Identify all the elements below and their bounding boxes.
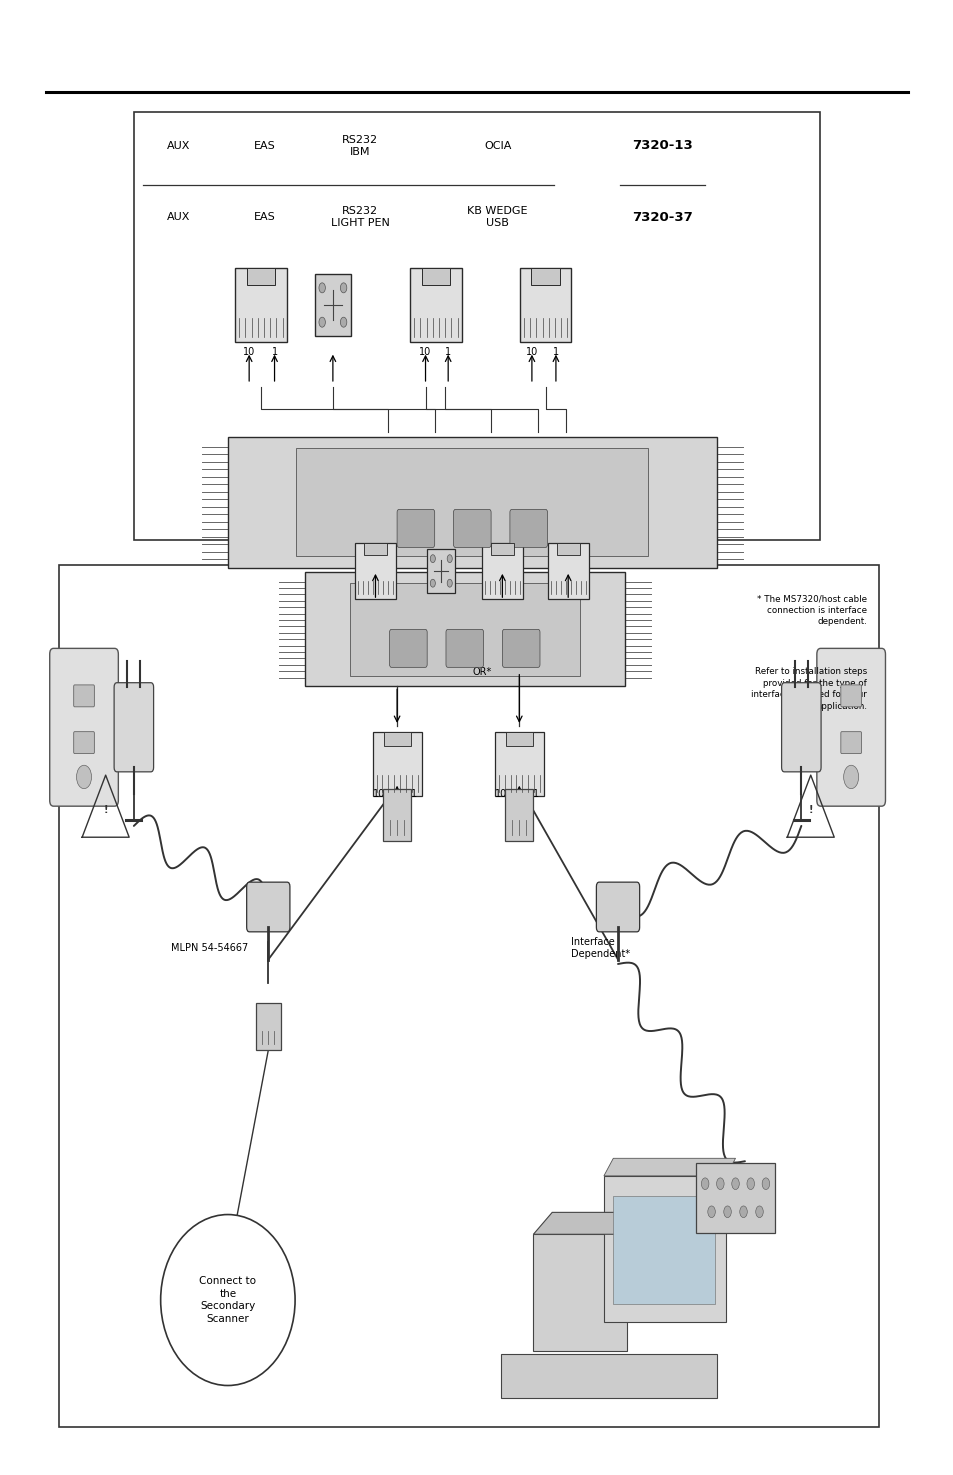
- FancyBboxPatch shape: [840, 732, 861, 754]
- FancyBboxPatch shape: [421, 268, 450, 285]
- Circle shape: [447, 555, 452, 562]
- FancyBboxPatch shape: [373, 732, 421, 797]
- FancyBboxPatch shape: [500, 1354, 716, 1398]
- FancyBboxPatch shape: [383, 732, 410, 746]
- Text: OCIA: OCIA: [483, 140, 511, 150]
- Text: AUX: AUX: [167, 140, 190, 150]
- FancyBboxPatch shape: [382, 789, 411, 841]
- FancyBboxPatch shape: [453, 509, 491, 547]
- Polygon shape: [533, 1212, 645, 1235]
- FancyBboxPatch shape: [603, 1176, 725, 1322]
- Circle shape: [340, 317, 347, 327]
- Text: EAS: EAS: [253, 140, 274, 150]
- FancyBboxPatch shape: [495, 732, 543, 797]
- Circle shape: [430, 555, 435, 562]
- FancyBboxPatch shape: [557, 543, 579, 556]
- FancyBboxPatch shape: [255, 1003, 280, 1050]
- Circle shape: [430, 580, 435, 587]
- FancyBboxPatch shape: [355, 543, 395, 599]
- Text: 7320-13: 7320-13: [631, 139, 692, 152]
- Circle shape: [755, 1207, 762, 1218]
- FancyBboxPatch shape: [114, 683, 153, 771]
- FancyBboxPatch shape: [133, 112, 820, 540]
- FancyBboxPatch shape: [505, 732, 532, 746]
- FancyBboxPatch shape: [228, 437, 716, 568]
- Circle shape: [746, 1179, 754, 1189]
- Text: MLPN 54-54667: MLPN 54-54667: [172, 943, 249, 953]
- Text: 10: 10: [373, 789, 385, 798]
- Circle shape: [739, 1207, 746, 1218]
- Text: 1: 1: [411, 789, 416, 798]
- FancyBboxPatch shape: [613, 1196, 714, 1304]
- FancyBboxPatch shape: [296, 448, 648, 556]
- FancyBboxPatch shape: [491, 543, 514, 556]
- FancyBboxPatch shape: [427, 549, 455, 593]
- Circle shape: [723, 1207, 731, 1218]
- FancyBboxPatch shape: [816, 649, 884, 807]
- FancyBboxPatch shape: [50, 649, 118, 807]
- FancyBboxPatch shape: [73, 684, 94, 707]
- Text: EAS: EAS: [253, 212, 274, 223]
- FancyBboxPatch shape: [505, 789, 533, 841]
- Text: Refer to installation steps
provided for the type of
interface required for your: Refer to installation steps provided for…: [750, 667, 866, 711]
- Text: 10: 10: [525, 348, 537, 357]
- FancyBboxPatch shape: [246, 268, 274, 285]
- FancyBboxPatch shape: [519, 268, 571, 342]
- Ellipse shape: [160, 1214, 294, 1385]
- FancyBboxPatch shape: [445, 630, 483, 667]
- FancyBboxPatch shape: [840, 684, 861, 707]
- FancyBboxPatch shape: [596, 882, 639, 932]
- FancyBboxPatch shape: [695, 1162, 775, 1233]
- Circle shape: [761, 1179, 769, 1189]
- FancyBboxPatch shape: [533, 1235, 627, 1351]
- Circle shape: [842, 766, 858, 789]
- Circle shape: [447, 580, 452, 587]
- FancyBboxPatch shape: [502, 630, 539, 667]
- Text: RS232
IBM: RS232 IBM: [342, 134, 378, 156]
- FancyBboxPatch shape: [389, 630, 427, 667]
- FancyBboxPatch shape: [247, 882, 290, 932]
- FancyBboxPatch shape: [410, 268, 461, 342]
- FancyBboxPatch shape: [509, 509, 547, 547]
- Text: 10: 10: [419, 348, 431, 357]
- FancyBboxPatch shape: [58, 565, 879, 1428]
- Text: * The MS7320/host cable
connection is interface
dependent.: * The MS7320/host cable connection is in…: [757, 594, 866, 627]
- Circle shape: [76, 766, 91, 789]
- FancyBboxPatch shape: [234, 268, 286, 342]
- Circle shape: [318, 283, 325, 294]
- Circle shape: [340, 283, 347, 294]
- FancyBboxPatch shape: [305, 572, 624, 686]
- Text: 1: 1: [272, 348, 277, 357]
- Text: Interface
Dependent*: Interface Dependent*: [571, 937, 630, 959]
- Text: !: !: [103, 805, 108, 814]
- Text: 1: 1: [445, 348, 451, 357]
- FancyBboxPatch shape: [350, 583, 579, 676]
- FancyBboxPatch shape: [781, 683, 821, 771]
- Circle shape: [318, 317, 325, 327]
- FancyBboxPatch shape: [481, 543, 522, 599]
- FancyBboxPatch shape: [547, 543, 588, 599]
- FancyBboxPatch shape: [364, 543, 386, 556]
- Text: 1: 1: [533, 789, 538, 798]
- Text: !: !: [807, 805, 812, 814]
- Text: KB WEDGE
USB: KB WEDGE USB: [467, 207, 527, 229]
- Text: 10: 10: [495, 789, 507, 798]
- Text: 10: 10: [243, 348, 255, 357]
- Text: RS232
LIGHT PEN: RS232 LIGHT PEN: [331, 207, 390, 229]
- Text: OR*: OR*: [472, 667, 491, 677]
- Text: AUX: AUX: [167, 212, 190, 223]
- Circle shape: [716, 1179, 723, 1189]
- Circle shape: [700, 1179, 708, 1189]
- FancyBboxPatch shape: [531, 268, 559, 285]
- Circle shape: [707, 1207, 715, 1218]
- FancyBboxPatch shape: [396, 509, 435, 547]
- Circle shape: [731, 1179, 739, 1189]
- Text: Connect to
the
Secondary
Scanner: Connect to the Secondary Scanner: [199, 1276, 256, 1325]
- Polygon shape: [603, 1158, 735, 1176]
- Text: 1: 1: [553, 348, 558, 357]
- Text: 7320-37: 7320-37: [631, 211, 692, 224]
- FancyBboxPatch shape: [73, 732, 94, 754]
- FancyBboxPatch shape: [314, 274, 351, 336]
